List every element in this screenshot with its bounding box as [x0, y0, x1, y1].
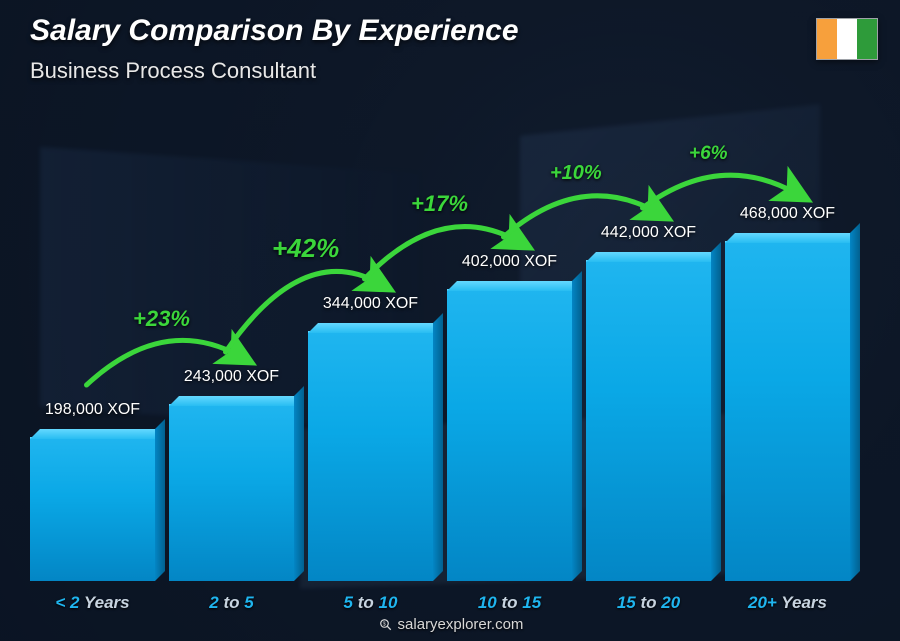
flag-stripe: [837, 19, 857, 59]
category-label: 20+ Years: [725, 593, 850, 613]
category-label: 2 to 5: [169, 593, 294, 613]
category-label: 10 to 15: [447, 593, 572, 613]
bar: [586, 260, 711, 581]
bar-column: 442,000 XOF15 to 20: [586, 224, 711, 581]
increment-arc: [643, 175, 796, 208]
bar-column: 468,000 XOF20+ Years: [725, 205, 850, 581]
increment-pct-label: +6%: [689, 143, 728, 165]
bar-value-label: 468,000 XOF: [740, 205, 835, 223]
category-label: 5 to 10: [308, 593, 433, 613]
footer-text: salaryexplorer.com: [398, 616, 524, 633]
bar: [308, 331, 433, 581]
infographic-stage: Salary Comparison By Experience Business…: [0, 0, 900, 641]
bar-value-label: 442,000 XOF: [601, 224, 696, 242]
bar: [30, 437, 155, 581]
flag-stripe: [817, 19, 837, 59]
bar: [169, 404, 294, 581]
country-flag-icon: [816, 18, 878, 60]
page-subtitle: Business Process Consultant: [30, 58, 316, 84]
bar: [447, 289, 572, 581]
flag-stripe: [857, 19, 877, 59]
bar-column: 198,000 XOF< 2 Years: [30, 401, 155, 581]
bar-column: 243,000 XOF2 to 5: [169, 368, 294, 581]
bar-value-label: 344,000 XOF: [323, 295, 418, 313]
increment-pct-label: +23%: [133, 306, 190, 332]
salary-bar-chart: +23% +42% +17% +10% +6% 198,000 XOF< 2 Years…: [30, 110, 850, 581]
increment-pct-label: +10%: [550, 162, 602, 185]
bar-column: 402,000 XOF10 to 15: [447, 253, 572, 581]
bar-value-label: 198,000 XOF: [45, 401, 140, 419]
increment-pct-label: +17%: [411, 191, 468, 217]
category-label: < 2 Years: [30, 593, 155, 613]
footer: $ salaryexplorer.com: [0, 616, 900, 633]
site-logo-icon: $: [377, 616, 392, 631]
increment-pct-label: +42%: [272, 233, 339, 264]
bar-value-label: 402,000 XOF: [462, 253, 557, 271]
category-label: 15 to 20: [586, 593, 711, 613]
bar: [725, 241, 850, 581]
bar-column: 344,000 XOF5 to 10: [308, 295, 433, 581]
bar-value-label: 243,000 XOF: [184, 368, 279, 386]
page-title: Salary Comparison By Experience: [30, 14, 519, 48]
